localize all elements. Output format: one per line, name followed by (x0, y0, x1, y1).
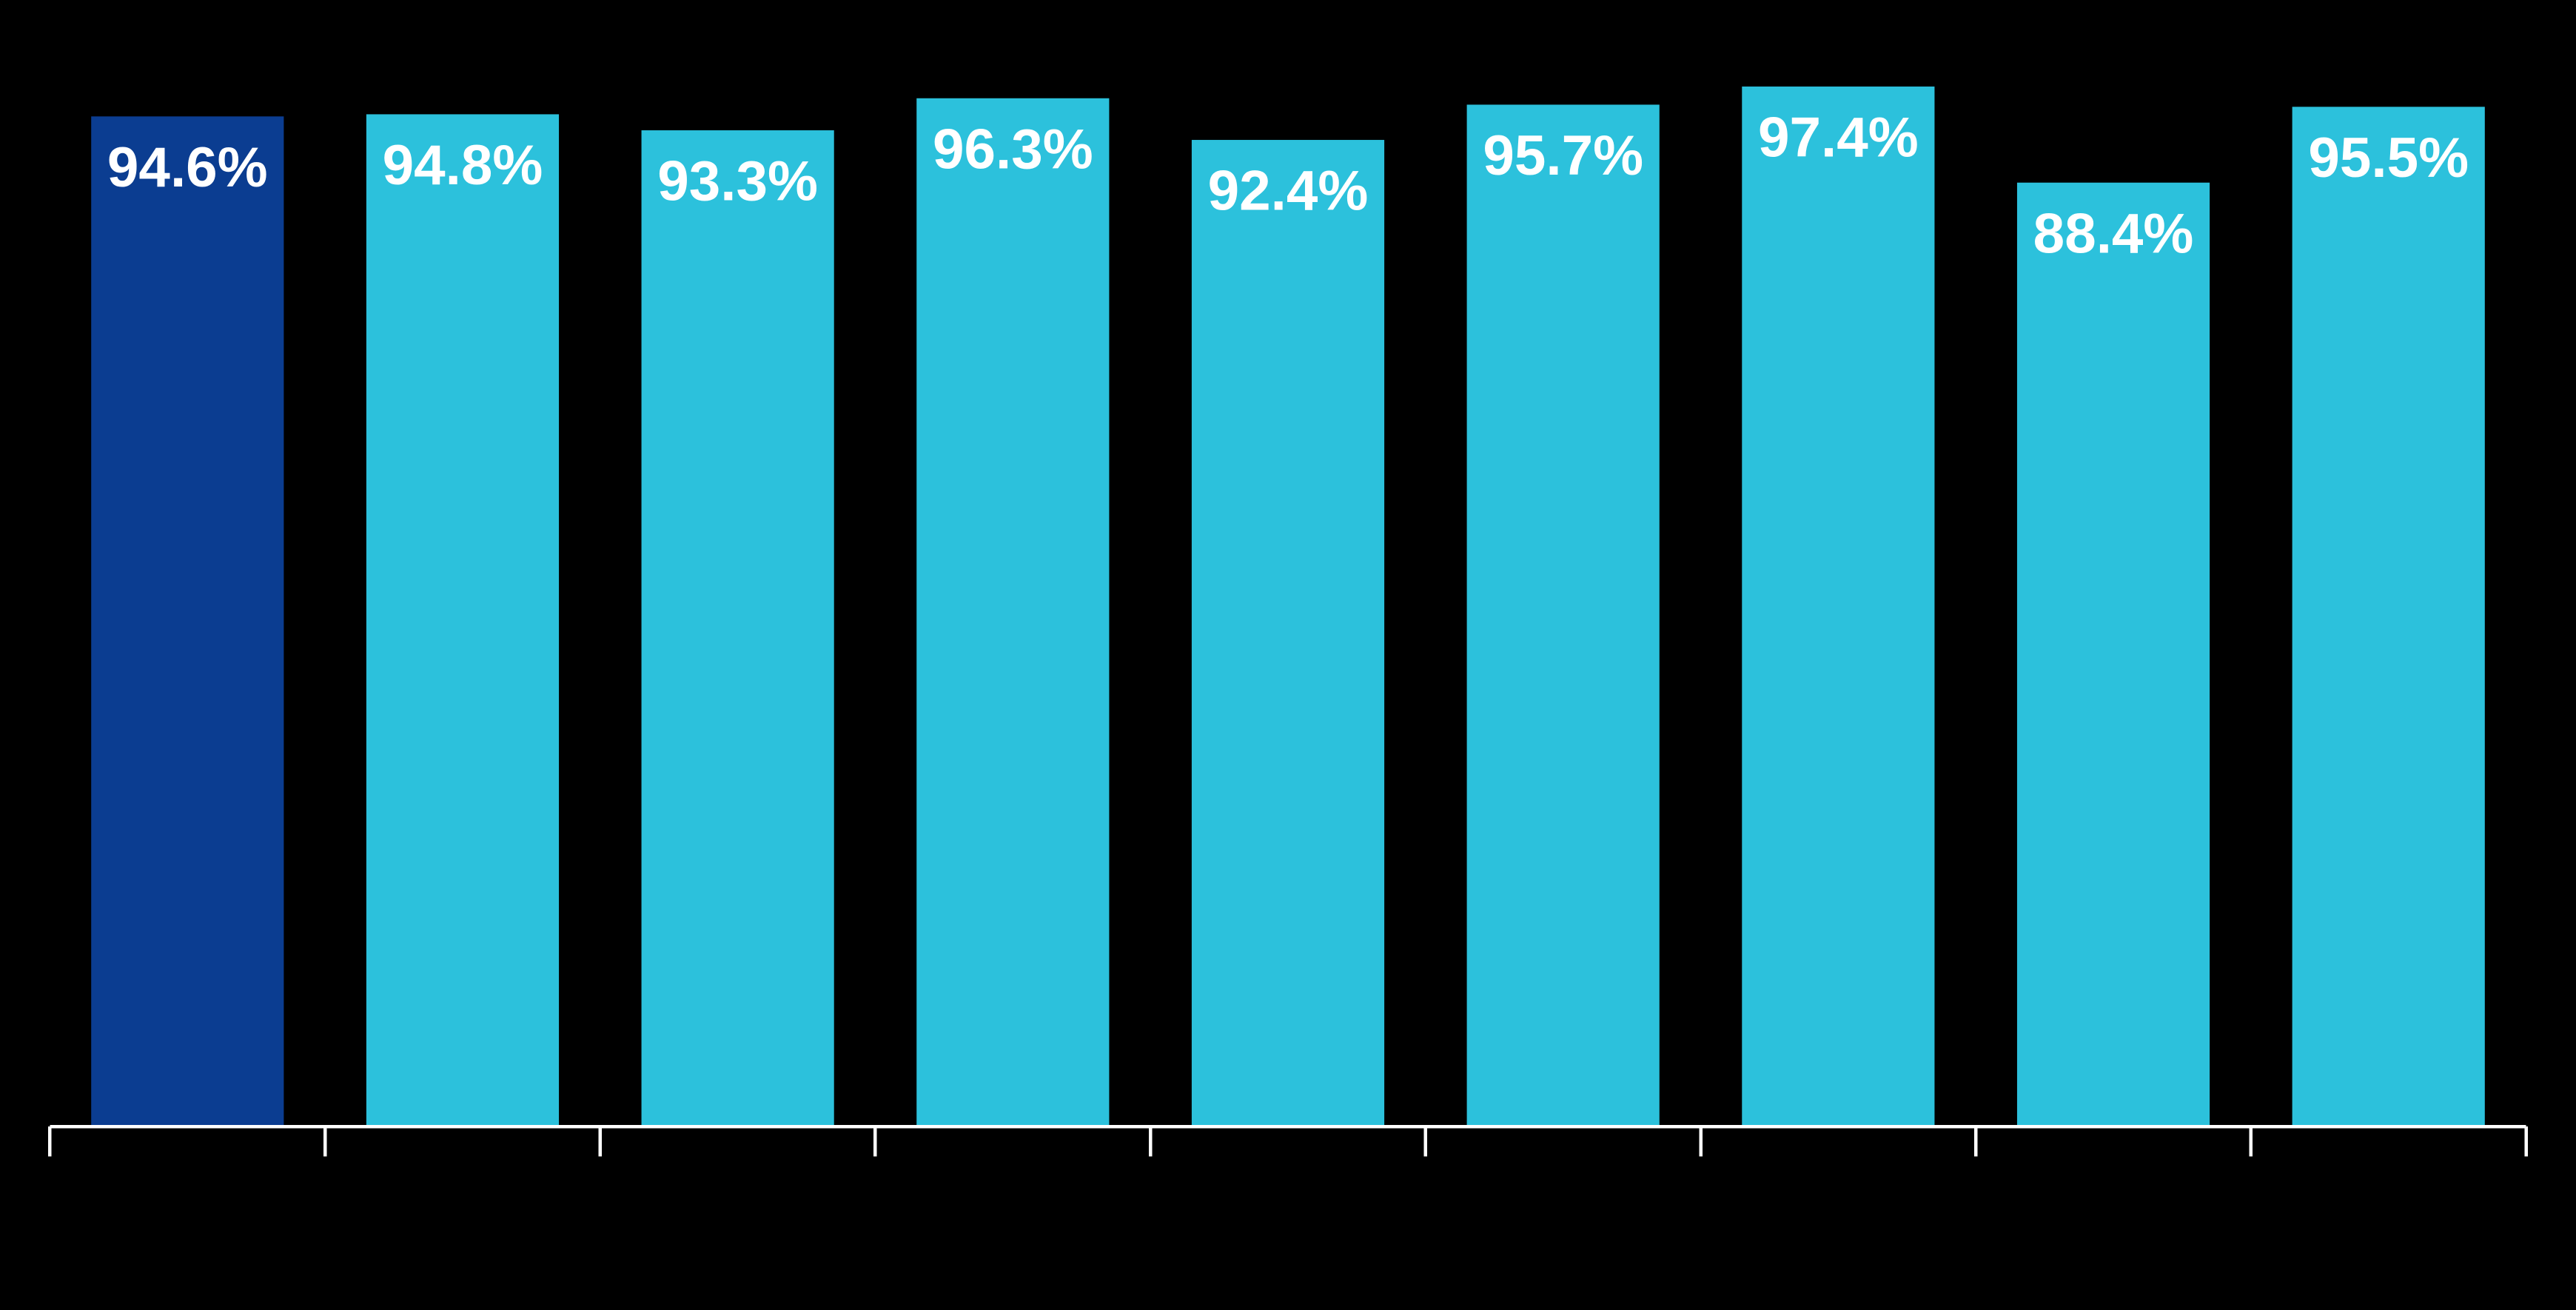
bar-value-label: 92.4% (1208, 160, 1369, 223)
bar-value-label: 97.4% (1758, 107, 1919, 169)
bar-value-label: 95.5% (2308, 127, 2469, 189)
bar (1742, 87, 1934, 1126)
bar (1467, 104, 1660, 1126)
bar (2292, 107, 2485, 1126)
bar-chart: 94.6% 94.8% 93.3% 96.3% 92.4% 95.7% 97.4% 88.4%… (0, 0, 2576, 1310)
bar (366, 114, 559, 1126)
bar (91, 116, 284, 1126)
bar (2017, 183, 2210, 1126)
bar-value-label: 94.6% (107, 136, 268, 199)
bar-value-label: 96.3% (933, 118, 1093, 181)
bar-value-label: 93.3% (657, 150, 818, 213)
bar (642, 130, 834, 1126)
bar-value-label: 95.7% (1483, 124, 1643, 187)
bar (916, 98, 1109, 1126)
plot-area: 94.6% 94.8% 93.3% 96.3% 92.4% 95.7% 97.4% 88.4%… (0, 0, 2576, 1310)
chart-svg: 94.6% 94.8% 93.3% 96.3% 92.4% 95.7% 97.4% 88.4%… (0, 0, 2576, 1310)
bar-value-label: 88.4% (2033, 202, 2194, 265)
bar-value-label: 94.8% (383, 134, 543, 197)
bar (1192, 140, 1384, 1126)
